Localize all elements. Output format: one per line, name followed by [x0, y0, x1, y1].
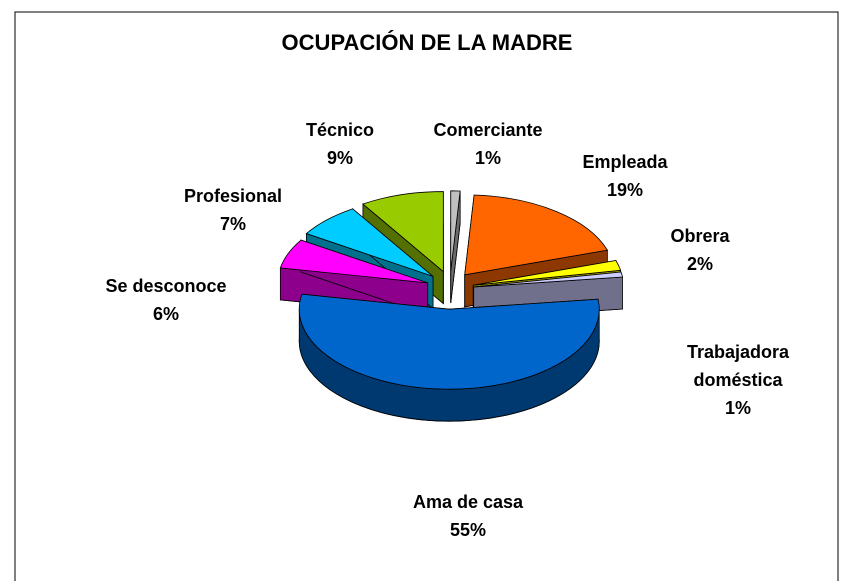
data-label: Se desconoce 6%	[86, 272, 246, 328]
data-label: Comerciante 1%	[428, 116, 548, 172]
slice	[305, 208, 434, 277]
chart-title: OCUPACIÓN DE LA MADRE	[281, 30, 573, 55]
data-label: Empleada 19%	[565, 148, 685, 204]
slice	[473, 260, 622, 286]
value-label: 9%	[326, 148, 353, 168]
slice	[279, 239, 428, 284]
value-label: 2%	[686, 254, 713, 274]
data-label: Técnico 9%	[290, 116, 390, 172]
value-label: 1%	[724, 398, 751, 418]
category-label: Profesional	[183, 186, 283, 206]
slice	[450, 190, 461, 271]
category-label: Obrera	[670, 226, 730, 246]
category-label: Empleada	[582, 152, 668, 172]
data-label: Ama de casa 55%	[388, 488, 548, 544]
value-label: 6%	[152, 304, 179, 324]
data-label: Obrera 2%	[650, 222, 750, 278]
category-label: Se desconoce	[105, 276, 227, 296]
value-label: 7%	[219, 214, 246, 234]
data-label: Trabajadora doméstica 1%	[663, 338, 813, 422]
category-label: Ama de casa	[412, 492, 524, 512]
value-label: 1%	[474, 148, 501, 168]
value-label: 19%	[606, 180, 644, 200]
slice	[298, 293, 600, 390]
category-label: Trabajadora doméstica	[686, 342, 790, 390]
category-label: Comerciante	[433, 120, 543, 140]
data-label: Profesional 7%	[153, 182, 313, 238]
slice	[464, 194, 609, 276]
slice	[362, 191, 444, 273]
slice	[473, 271, 624, 288]
category-label: Técnico	[305, 120, 375, 140]
value-label: 55%	[449, 520, 487, 540]
